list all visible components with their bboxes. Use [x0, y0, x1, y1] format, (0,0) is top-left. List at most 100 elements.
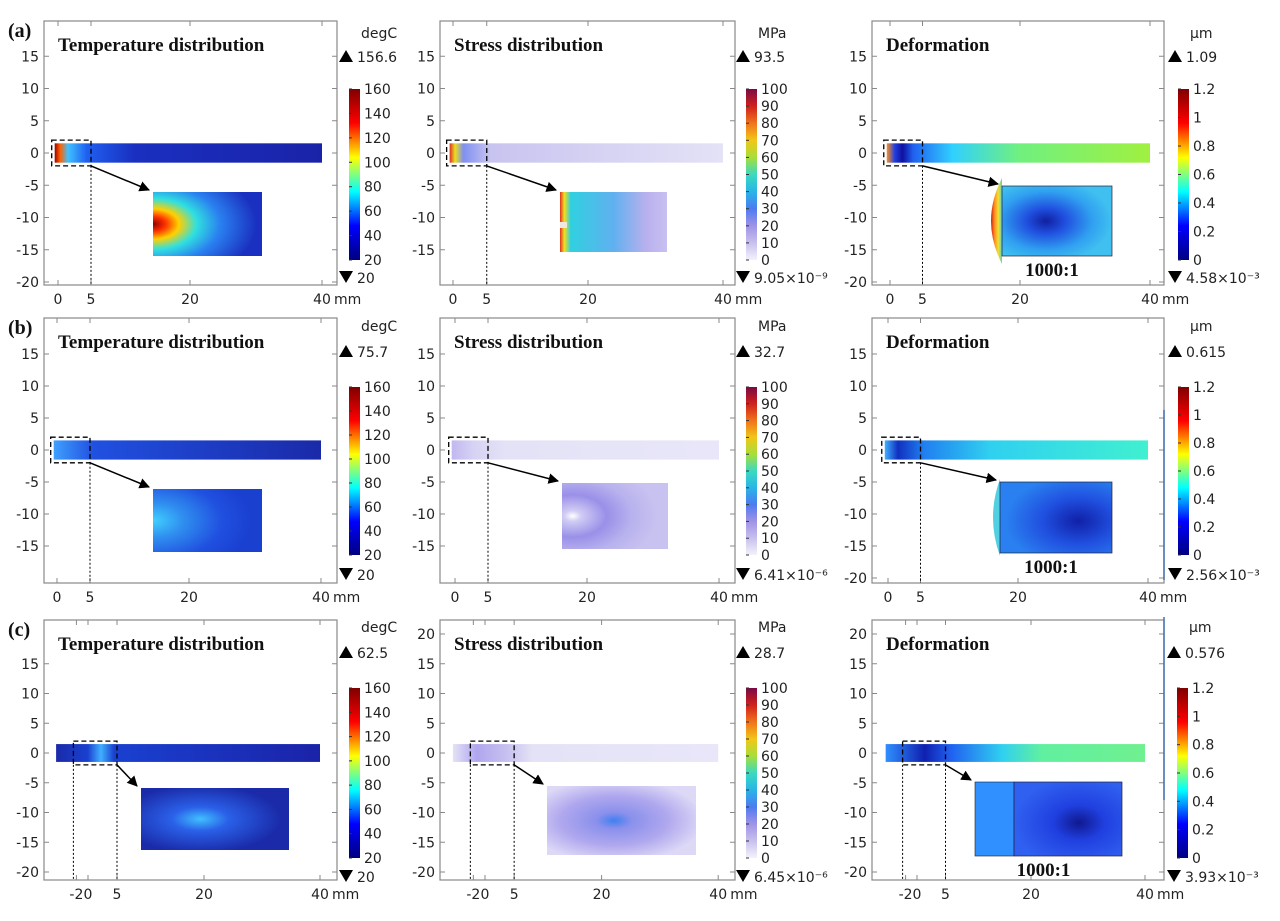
- y-tick-label: -15: [412, 539, 435, 555]
- y-tick-label: -20: [16, 275, 39, 291]
- y-tick-label: 10: [417, 82, 435, 98]
- y-tick-label: -5: [25, 475, 39, 491]
- specimen-strip: [451, 440, 719, 460]
- colorbar: [1178, 387, 1189, 555]
- max-triangle-icon: [339, 345, 353, 357]
- deformed-edge: [993, 479, 1000, 556]
- y-tick-label: -5: [421, 475, 435, 491]
- y-tick-label: -10: [412, 507, 435, 523]
- x-tick-label: 40: [710, 590, 728, 606]
- x-unit-label: mm: [1160, 590, 1187, 606]
- y-tick-label: 5: [30, 114, 39, 130]
- zoom-arrow: [90, 165, 150, 192]
- colorbar-tick-label: 0.4: [1193, 196, 1215, 212]
- colorbar-tick-label: 0: [1193, 253, 1202, 269]
- colorbar-tick-label: 1: [1193, 111, 1202, 127]
- min-value: 20: [357, 568, 375, 584]
- zoom-inset: [153, 489, 262, 552]
- min-triangle-icon: [1167, 870, 1181, 882]
- max-value: 1.09: [1186, 50, 1217, 66]
- zoom-region-box: [901, 740, 947, 766]
- x-tick-label: 0: [481, 887, 490, 903]
- colorbar-tick-label: 0: [761, 851, 770, 867]
- x-tick-label: 20: [593, 887, 611, 903]
- y-tick-label: -15: [16, 243, 39, 259]
- x-tick-label: 40: [312, 590, 330, 606]
- colorbar-tick-label: 90: [761, 397, 779, 413]
- scale-label: 1000:1: [1024, 557, 1078, 578]
- max-value: 28.7: [754, 646, 785, 662]
- x-unit-label: mm: [333, 590, 360, 606]
- x-tick-label: 5: [482, 292, 491, 308]
- y-tick-label: 0: [30, 746, 39, 762]
- panel-title: Temperature distribution: [58, 332, 265, 353]
- y-tick-label: 0: [426, 746, 435, 762]
- colorbar-tick-label: 0: [761, 253, 770, 269]
- colorbar-tick-label: 80: [364, 778, 382, 794]
- colorbar-tick-label: 40: [364, 229, 382, 245]
- y-tick-label: 5: [858, 716, 867, 732]
- colorbar-unit: MPa: [758, 319, 786, 335]
- zoom-arrow: [920, 462, 998, 484]
- x-tick-label: 20: [579, 292, 597, 308]
- colorbar-tick-label: 0.6: [1193, 168, 1215, 184]
- colorbar-tick-label: 0.8: [1193, 436, 1215, 452]
- colorbar-tick-label: 60: [364, 802, 382, 818]
- y-tick-label: 15: [849, 657, 867, 673]
- x-tick-label: -2: [466, 887, 480, 903]
- y-tick-label: 0: [858, 443, 867, 459]
- specimen-strip: [449, 143, 723, 163]
- y-tick-label: -20: [844, 571, 867, 587]
- x-tick-label: 0: [449, 292, 458, 308]
- x-tick-label: 0: [84, 887, 93, 903]
- y-tick-label: 5: [858, 114, 867, 130]
- zoom-arrow: [487, 462, 560, 484]
- zoom-inset: [141, 788, 289, 850]
- zoom-region-box: [448, 436, 489, 464]
- panel-title: Stress distribution: [454, 634, 603, 655]
- y-tick-label: -20: [16, 865, 39, 881]
- y-tick-label: 5: [426, 114, 435, 130]
- y-tick-label: -10: [412, 806, 435, 822]
- max-value: 156.6: [357, 50, 397, 66]
- zoom-arrow: [945, 764, 972, 781]
- x-tick-label: 20: [180, 590, 198, 606]
- zoom-arrow: [513, 764, 544, 785]
- colorbar-tick-label: 40: [761, 185, 779, 201]
- zoom-inset: [547, 786, 696, 855]
- specimen-strip: [54, 143, 322, 163]
- y-tick-label: -5: [853, 178, 867, 194]
- y-tick-label: 0: [30, 443, 39, 459]
- min-triangle-icon: [736, 568, 750, 580]
- colorbar: [349, 688, 360, 858]
- zoom-arrow: [116, 764, 138, 787]
- max-triangle-icon: [1167, 646, 1181, 658]
- colorbar-tick-label: 0.2: [1193, 520, 1215, 536]
- colorbar-tick-label: 0: [1192, 851, 1201, 867]
- y-tick-label: 5: [30, 716, 39, 732]
- min-value: 2.56×10⁻³: [1186, 568, 1260, 584]
- y-tick-label: -15: [844, 539, 867, 555]
- colorbar-tick-label: 70: [761, 133, 779, 149]
- x-tick-label: 5: [510, 887, 519, 903]
- x-tick-label: 40: [1139, 590, 1157, 606]
- y-tick-label: 0: [426, 443, 435, 459]
- colorbar-tick-label: 60: [364, 500, 382, 516]
- panel-title: Temperature distribution: [58, 35, 265, 56]
- x-tick-label: 5: [484, 590, 493, 606]
- colorbar-tick-label: 10: [761, 236, 779, 252]
- colorbar-unit: degC: [361, 26, 397, 42]
- colorbar-tick-label: 100: [761, 681, 788, 697]
- y-tick-label: 5: [30, 411, 39, 427]
- row-label: (b): [8, 317, 32, 339]
- colorbar-tick-label: 100: [761, 82, 788, 98]
- min-triangle-icon: [1168, 271, 1182, 283]
- colorbar-tick-label: 60: [364, 204, 382, 220]
- max-value: 0.615: [1186, 345, 1226, 361]
- y-tick-label: 10: [417, 687, 435, 703]
- y-tick-label: -10: [844, 211, 867, 227]
